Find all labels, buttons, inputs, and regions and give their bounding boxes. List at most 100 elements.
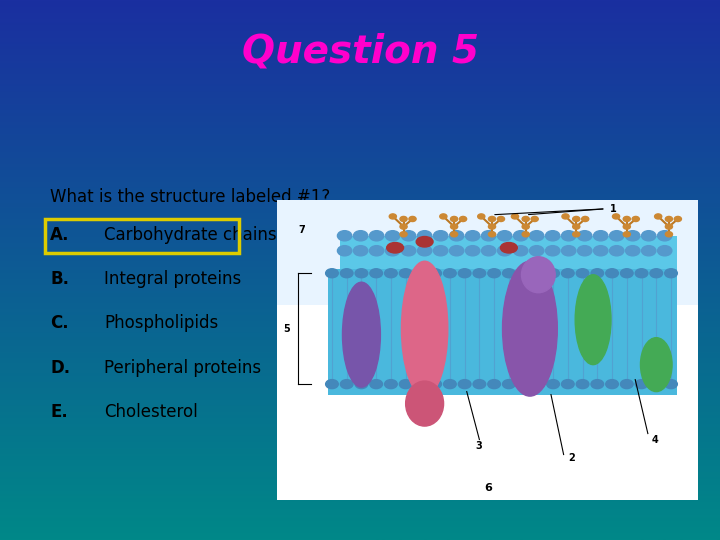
Circle shape xyxy=(369,246,384,256)
Circle shape xyxy=(402,246,415,256)
Circle shape xyxy=(354,231,368,241)
Circle shape xyxy=(400,224,407,229)
Circle shape xyxy=(451,232,458,237)
Text: Phospholipids: Phospholipids xyxy=(104,314,219,333)
Circle shape xyxy=(657,231,672,241)
Circle shape xyxy=(370,269,382,278)
Circle shape xyxy=(390,214,397,219)
Circle shape xyxy=(477,214,485,219)
Circle shape xyxy=(513,231,528,241)
Circle shape xyxy=(650,269,662,278)
Circle shape xyxy=(498,231,512,241)
Circle shape xyxy=(529,231,544,241)
Circle shape xyxy=(522,217,529,221)
Text: 1: 1 xyxy=(610,204,617,214)
Ellipse shape xyxy=(343,282,380,387)
Circle shape xyxy=(613,214,620,219)
Ellipse shape xyxy=(521,256,555,293)
Circle shape xyxy=(546,380,559,389)
Circle shape xyxy=(621,380,633,389)
Circle shape xyxy=(606,380,618,389)
Circle shape xyxy=(665,232,672,237)
Circle shape xyxy=(433,246,448,256)
Circle shape xyxy=(325,269,338,278)
Bar xyxy=(277,200,698,305)
Text: Carbohydrate chains: Carbohydrate chains xyxy=(104,226,277,244)
Circle shape xyxy=(488,224,495,229)
Ellipse shape xyxy=(500,242,517,253)
Circle shape xyxy=(488,380,500,389)
Circle shape xyxy=(433,231,448,241)
Circle shape xyxy=(449,231,464,241)
Bar xyxy=(328,269,678,395)
Circle shape xyxy=(531,217,539,221)
Circle shape xyxy=(577,246,592,256)
Circle shape xyxy=(451,217,458,221)
Circle shape xyxy=(355,269,368,278)
Circle shape xyxy=(517,380,530,389)
Circle shape xyxy=(414,380,427,389)
Circle shape xyxy=(444,380,456,389)
Circle shape xyxy=(606,269,618,278)
Circle shape xyxy=(624,217,631,221)
Circle shape xyxy=(459,217,467,221)
Circle shape xyxy=(562,231,576,241)
Text: 7: 7 xyxy=(298,225,305,235)
Circle shape xyxy=(511,214,518,219)
Text: 4: 4 xyxy=(652,435,659,444)
Circle shape xyxy=(626,231,640,241)
Circle shape xyxy=(665,217,672,221)
Circle shape xyxy=(572,232,580,237)
Text: 6: 6 xyxy=(484,483,492,492)
Circle shape xyxy=(465,246,480,256)
Circle shape xyxy=(572,217,580,221)
Circle shape xyxy=(626,246,640,256)
Circle shape xyxy=(369,231,384,241)
Circle shape xyxy=(429,380,441,389)
Circle shape xyxy=(593,231,608,241)
Circle shape xyxy=(384,380,397,389)
Circle shape xyxy=(338,246,352,256)
Circle shape xyxy=(488,217,495,221)
Circle shape xyxy=(632,217,639,221)
Circle shape xyxy=(400,232,407,237)
Circle shape xyxy=(513,246,528,256)
Circle shape xyxy=(654,214,662,219)
Ellipse shape xyxy=(387,242,403,253)
Circle shape xyxy=(341,380,353,389)
Circle shape xyxy=(621,269,633,278)
Circle shape xyxy=(498,246,512,256)
Text: D.: D. xyxy=(50,359,71,377)
Circle shape xyxy=(465,231,480,241)
Circle shape xyxy=(414,269,427,278)
Circle shape xyxy=(418,246,432,256)
Circle shape xyxy=(522,232,529,237)
Circle shape xyxy=(473,380,486,389)
Circle shape xyxy=(354,246,368,256)
Ellipse shape xyxy=(575,275,611,364)
Circle shape xyxy=(338,231,352,241)
Circle shape xyxy=(532,269,544,278)
Circle shape xyxy=(418,231,432,241)
Circle shape xyxy=(675,217,681,221)
Text: Integral proteins: Integral proteins xyxy=(104,270,242,288)
Circle shape xyxy=(459,380,471,389)
Ellipse shape xyxy=(503,261,557,396)
Circle shape xyxy=(642,231,656,241)
Circle shape xyxy=(650,380,662,389)
Circle shape xyxy=(355,380,368,389)
Text: Peripheral proteins: Peripheral proteins xyxy=(104,359,261,377)
Circle shape xyxy=(449,246,464,256)
Text: What is the structure labeled #1?: What is the structure labeled #1? xyxy=(50,188,330,206)
Circle shape xyxy=(384,269,397,278)
Circle shape xyxy=(610,231,624,241)
Circle shape xyxy=(429,269,441,278)
Circle shape xyxy=(665,224,672,229)
Circle shape xyxy=(482,231,496,241)
Text: 5: 5 xyxy=(283,323,290,334)
Circle shape xyxy=(642,246,656,256)
Circle shape xyxy=(451,224,458,229)
Circle shape xyxy=(503,380,516,389)
Circle shape xyxy=(444,269,456,278)
Circle shape xyxy=(591,380,603,389)
